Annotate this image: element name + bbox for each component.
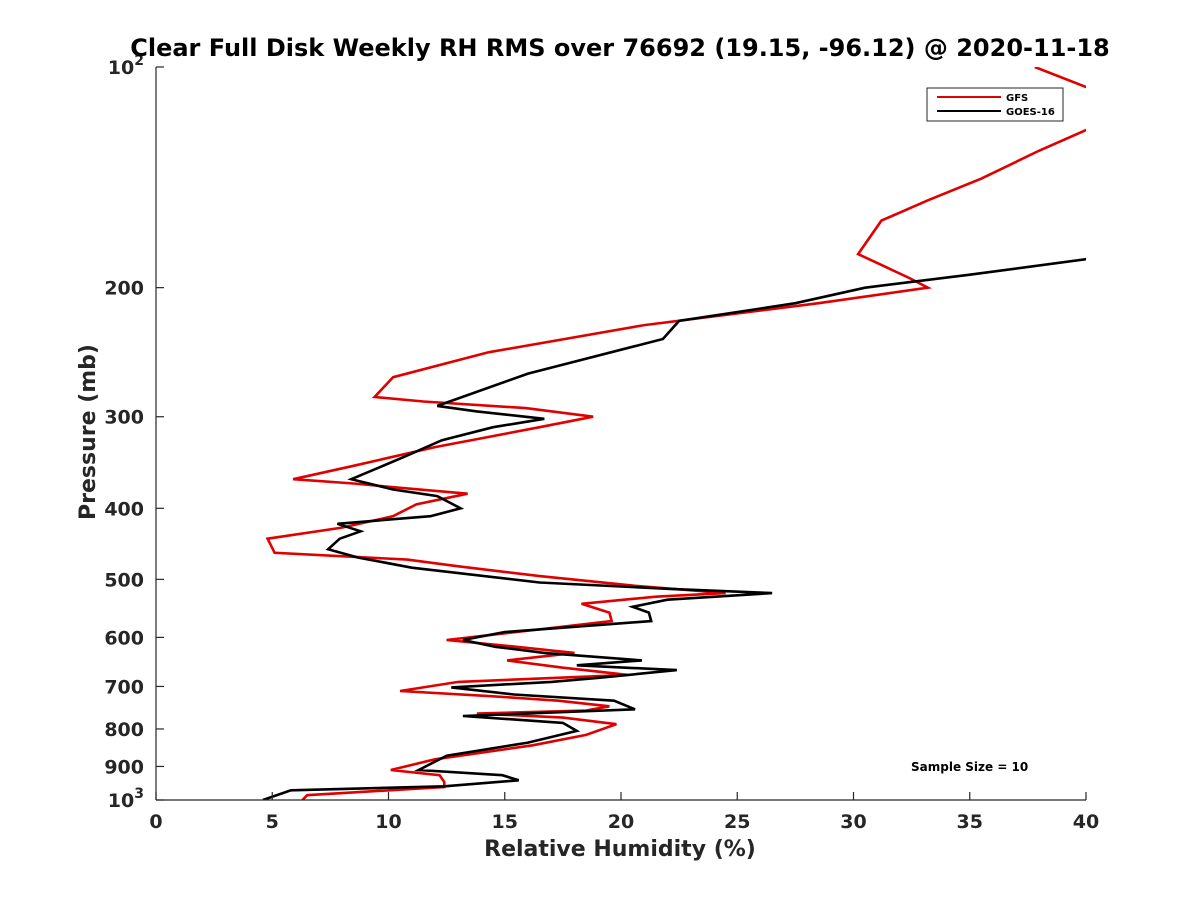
y-tick-label: 300 — [104, 407, 144, 429]
x-tick-label: 15 — [492, 811, 518, 833]
series-line-goes-16 — [262, 257, 1086, 800]
y-tick-exponent: 3 — [134, 786, 144, 802]
x-tick-label: 35 — [957, 811, 983, 833]
y-tick-base: 10 — [108, 790, 134, 812]
y-tick-base: 10 — [108, 57, 134, 79]
legend-label-goes16: GOES-16 — [1006, 107, 1055, 118]
x-tick-label: 0 — [149, 811, 162, 833]
x-tick-label: 10 — [375, 811, 401, 833]
legend: GFS GOES-16 — [926, 87, 1064, 122]
y-tick-label: 900 — [104, 756, 144, 778]
y-tick-label: 103 — [108, 786, 144, 812]
y-tick-base: 300 — [104, 407, 144, 429]
x-tick-label: 5 — [266, 811, 279, 833]
x-tick-label: 25 — [724, 811, 750, 833]
x-tick-label: 30 — [840, 811, 866, 833]
y-tick-base: 400 — [104, 498, 144, 520]
series-line-gfs — [265, 67, 1086, 800]
x-tick-label: 40 — [1073, 811, 1099, 833]
y-tick-base: 800 — [104, 719, 144, 741]
y-axis-label: Pressure (mb) — [76, 344, 101, 520]
y-tick-label: 800 — [104, 719, 144, 741]
y-tick-label: 500 — [104, 569, 144, 591]
x-ticks: 0 5 10 15 20 25 30 35 40 — [149, 792, 1099, 833]
y-tick-label: 700 — [104, 676, 144, 698]
x-tick-label: 20 — [608, 811, 634, 833]
plot-lines — [262, 67, 1086, 800]
y-tick-label: 600 — [104, 627, 144, 649]
y-tick-label: 102 — [108, 53, 144, 79]
y-tick-base: 900 — [104, 756, 144, 778]
y-tick-base: 500 — [104, 569, 144, 591]
y-tick-base: 200 — [104, 278, 144, 300]
y-tick-base: 600 — [104, 627, 144, 649]
legend-label-gfs: GFS — [1006, 93, 1028, 104]
y-tick-exponent: 2 — [134, 53, 144, 69]
sample-size-annotation: Sample Size = 10 — [911, 760, 1028, 774]
chart-title: Clear Full Disk Weekly RH RMS over 76692… — [130, 34, 1110, 62]
x-axis-label: Relative Humidity (%) — [484, 837, 756, 862]
y-tick-base: 700 — [104, 676, 144, 698]
y-tick-label: 200 — [104, 278, 144, 300]
legend-box — [926, 87, 1064, 122]
y-tick-label: 400 — [104, 498, 144, 520]
axes: 0 5 10 15 20 25 30 35 40 10220030040050060070080… — [104, 53, 1099, 833]
